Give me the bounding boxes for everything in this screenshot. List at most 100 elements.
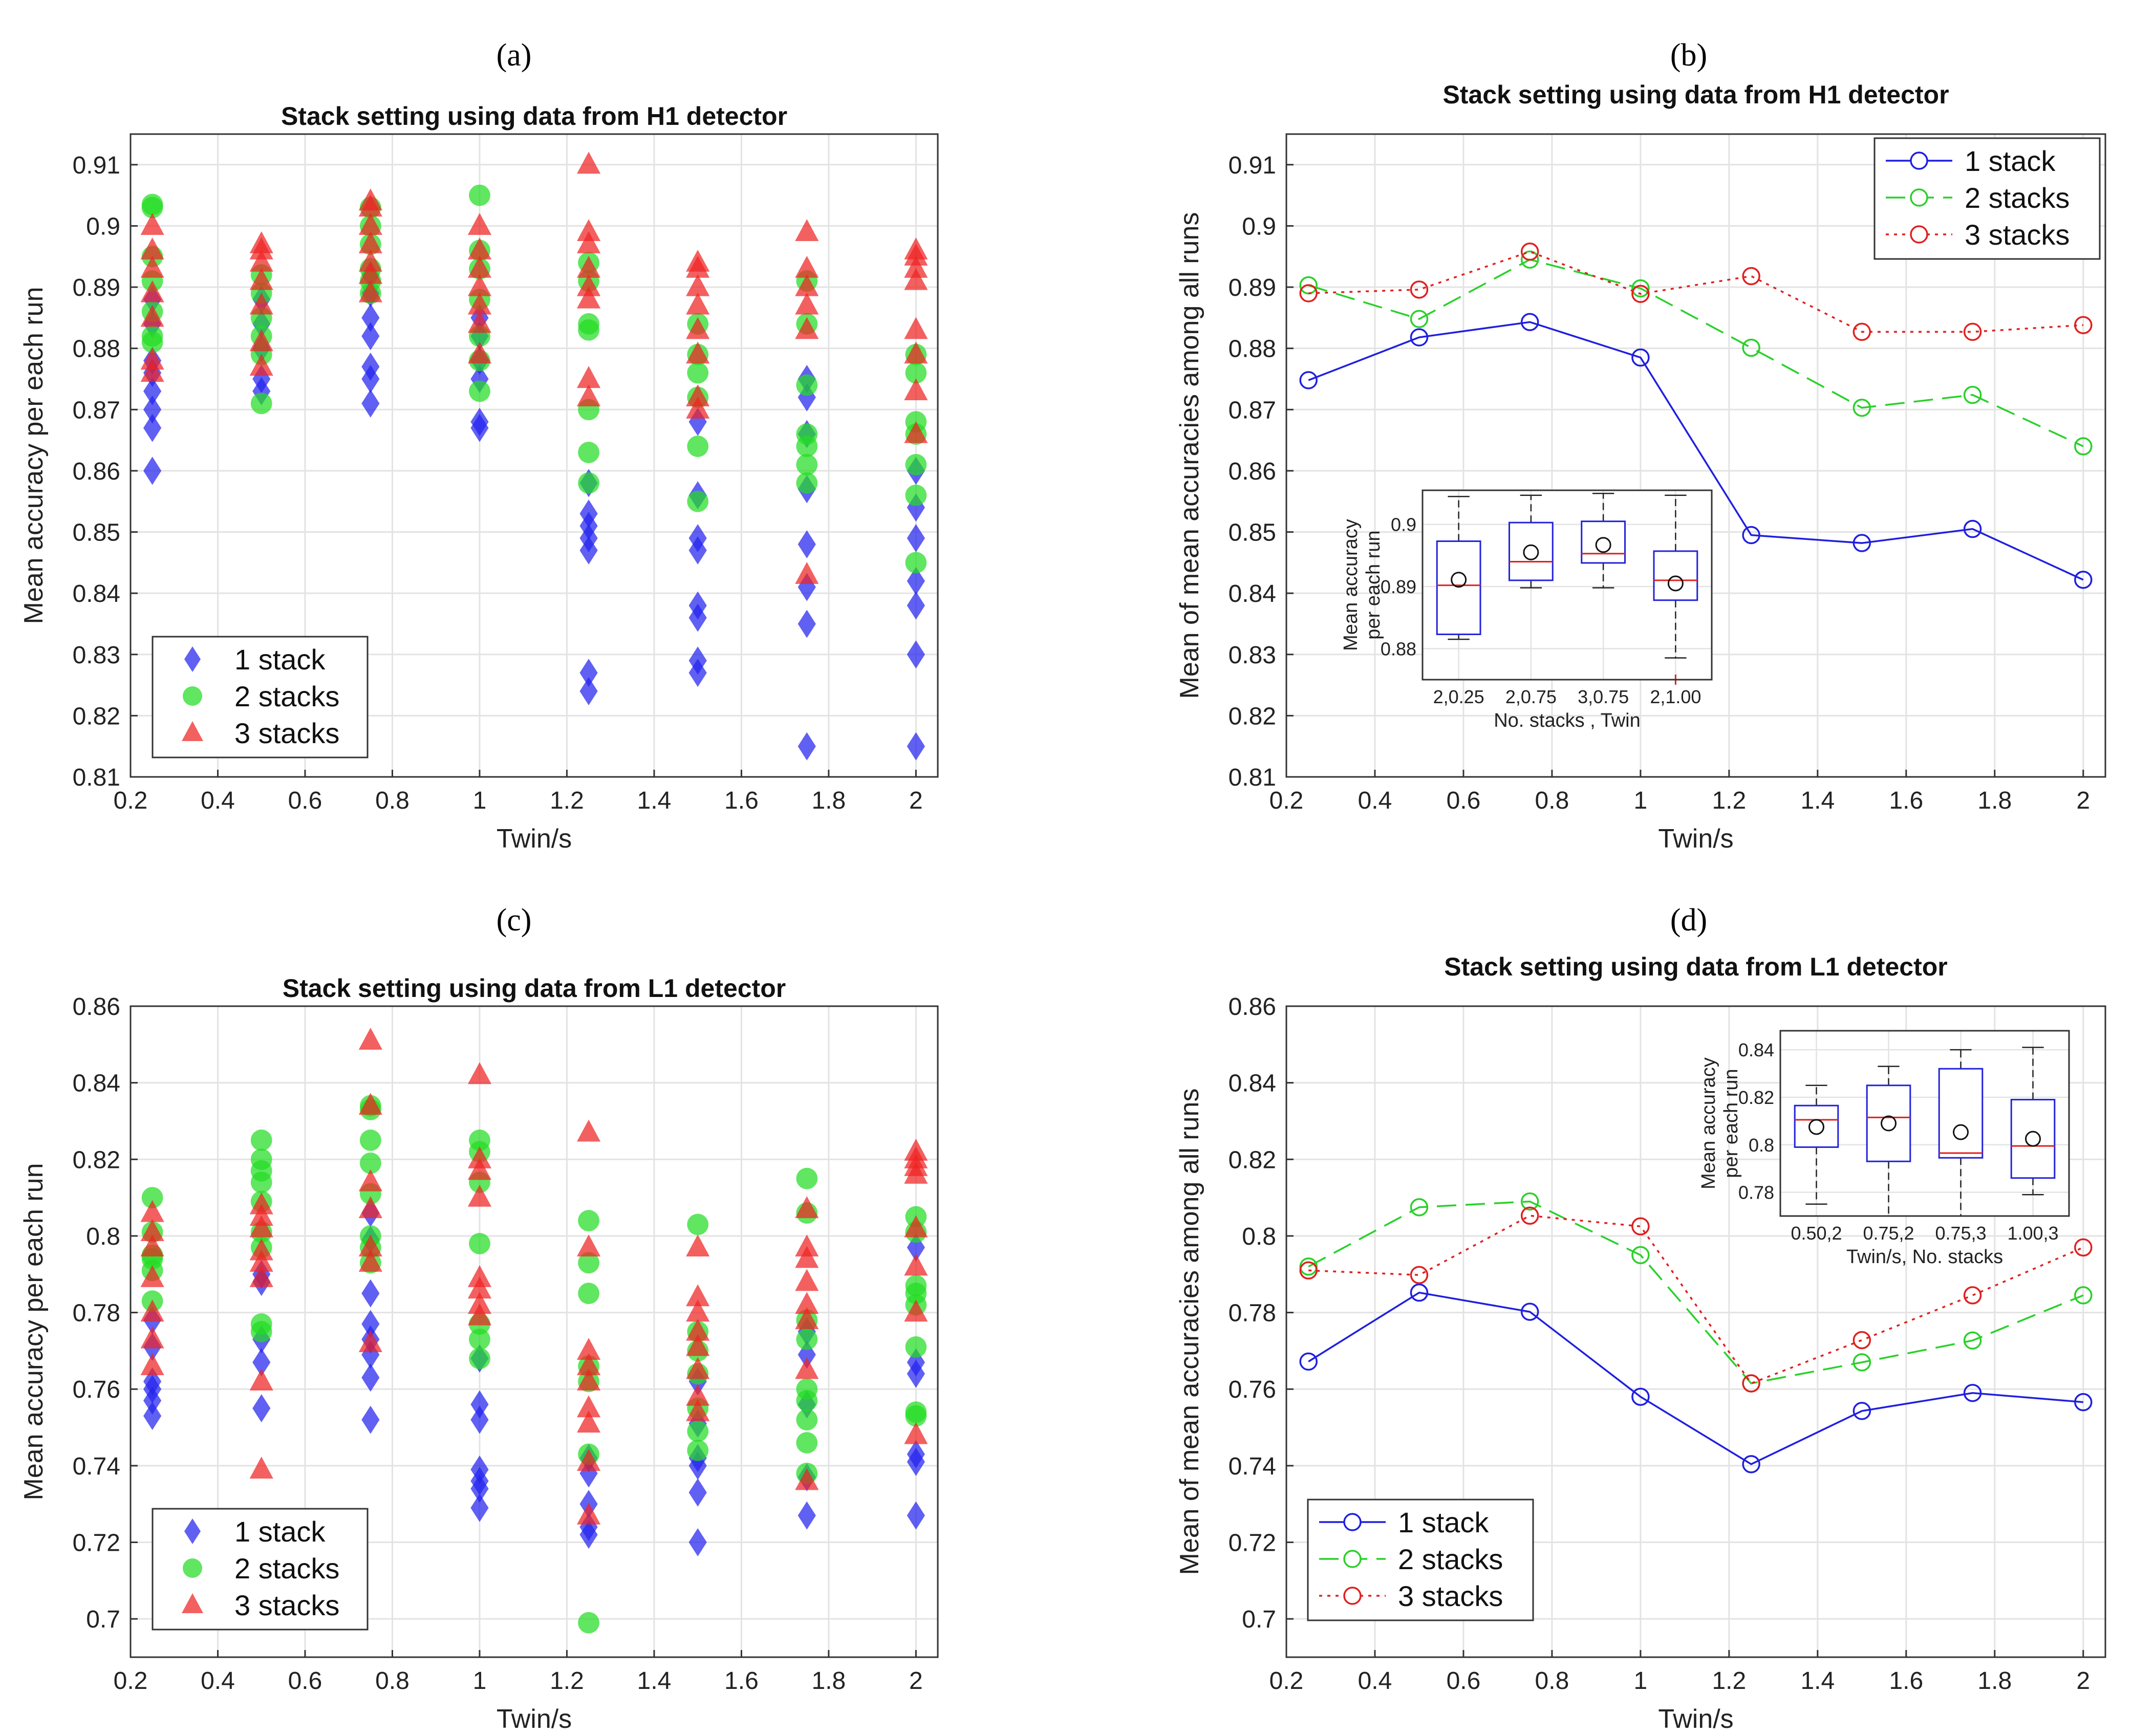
chart-title: Stack setting using data from H1 detecto… [281, 102, 787, 131]
data-point [576, 1449, 601, 1471]
x-tick-label: 1.4 [637, 1667, 672, 1695]
data-point [140, 1200, 164, 1222]
inset-x-tick-label: 2,0.25 [1433, 686, 1484, 707]
inset-x-tick-label: 2,0.75 [1505, 686, 1557, 707]
x-tick-label: 1.6 [1889, 787, 1923, 814]
y-tick-label: 0.82 [73, 703, 120, 730]
y-tick-label: 0.74 [1229, 1453, 1276, 1480]
y-tick-label: 0.87 [73, 397, 120, 424]
inset-x-axis-label: Twin/s, No. stacks [1846, 1246, 2003, 1268]
data-point [907, 640, 925, 669]
x-tick-label: 0.4 [201, 787, 235, 814]
data-point [1963, 1331, 1982, 1350]
data-point [687, 1420, 709, 1442]
data-point [686, 396, 710, 419]
box-mean [1808, 1119, 1824, 1135]
data-point [686, 1399, 710, 1421]
x-tick-label: 0.6 [288, 787, 322, 814]
data-point [467, 311, 492, 333]
legend-label: 1 stack [234, 1515, 326, 1548]
data-point [469, 1348, 490, 1370]
data-point [250, 393, 272, 415]
y-tick-label: 0.8 [1242, 1223, 1276, 1250]
data-point [467, 292, 492, 315]
data-point [796, 1432, 818, 1453]
box-1 [1866, 1066, 1911, 1217]
data-point [249, 1368, 273, 1391]
data-point [467, 1062, 492, 1084]
data-point [1410, 1266, 1429, 1285]
data-point [249, 1192, 273, 1214]
x-tick-label: 0.6 [288, 1667, 322, 1695]
x-axis-label: Twin/s [497, 824, 572, 854]
y-tick-label: 0.84 [73, 580, 120, 607]
data-point [578, 1252, 599, 1274]
x-tick-label: 0.6 [1447, 787, 1481, 814]
data-point [795, 1269, 819, 1291]
data-point [1299, 1261, 1318, 1280]
data-point [798, 530, 816, 558]
x-tick-label: 1.8 [812, 787, 846, 814]
y-tick-label: 0.83 [1229, 642, 1276, 669]
y-tick-label: 0.85 [1229, 519, 1276, 547]
data-point [798, 1501, 816, 1530]
x-tick-label: 1.8 [1977, 787, 2012, 814]
inset-y-axis-label-line: per each run [1363, 530, 1384, 639]
data-point [361, 322, 380, 351]
x-tick-label: 0.2 [1269, 787, 1304, 814]
data-point [1299, 276, 1318, 295]
inset-y-axis-label-line: Mean accuracy [1698, 1057, 1719, 1189]
data-point [796, 1167, 818, 1189]
x-axis-label: Twin/s [497, 1704, 572, 1734]
box-2 [1938, 1049, 1984, 1217]
y-tick-label: 0.91 [1229, 152, 1276, 179]
data-point [358, 280, 382, 302]
data-point [687, 362, 709, 384]
data-point [361, 303, 380, 332]
data-point [795, 1468, 819, 1490]
data-point [470, 1405, 489, 1434]
data-point [686, 1334, 710, 1356]
data-point [904, 255, 928, 278]
box-0 [1436, 495, 1481, 640]
data-point [576, 1368, 601, 1391]
data-point [1963, 385, 1982, 404]
data-point [250, 1129, 272, 1151]
y-tick-label: 0.82 [1229, 703, 1276, 730]
data-point [1410, 280, 1429, 299]
y-tick-label: 0.89 [1229, 274, 1276, 301]
data-point [140, 348, 164, 370]
data-point [686, 292, 710, 315]
inset-y-tick-label: 0.88 [1381, 638, 1416, 659]
data-point [578, 472, 599, 494]
data-point [579, 659, 598, 687]
box-mean [1523, 544, 1539, 560]
legend-label: 2 stacks [234, 680, 339, 712]
inset-x-tick-label: 2,1.00 [1650, 686, 1701, 707]
data-point [1742, 267, 1760, 286]
inset-frame [1421, 489, 1713, 681]
data-point [579, 500, 598, 528]
panel-a: (a) Stack setting using data from H1 dete… [19, 38, 939, 854]
series-1-stack [143, 261, 925, 761]
series-line [1308, 258, 2084, 447]
data-point [796, 472, 818, 494]
data-point [904, 378, 928, 400]
x-tick-label: 0.2 [1269, 1667, 1304, 1695]
inset-boxplot: 0.50,2 0.75,2 0.75,3 1.00,3 0.78 0.8 0.82 0.84 T… [1698, 1030, 2070, 1268]
data-point [358, 1169, 382, 1191]
inset-y-axis-label-line: per each run [1720, 1069, 1742, 1178]
data-point [359, 1152, 381, 1174]
data-point [358, 188, 382, 211]
plot-frame [1285, 133, 2106, 778]
data-point [904, 1299, 928, 1322]
data-point [905, 552, 927, 574]
data-point [1963, 322, 1982, 341]
y-tick-label: 0.86 [1229, 993, 1276, 1021]
data-point [688, 524, 707, 552]
data-point [905, 1275, 927, 1297]
data-point [141, 325, 163, 347]
data-point [795, 1307, 819, 1330]
box-3 [2010, 1047, 2056, 1196]
y-tick-label: 0.88 [1229, 336, 1276, 363]
